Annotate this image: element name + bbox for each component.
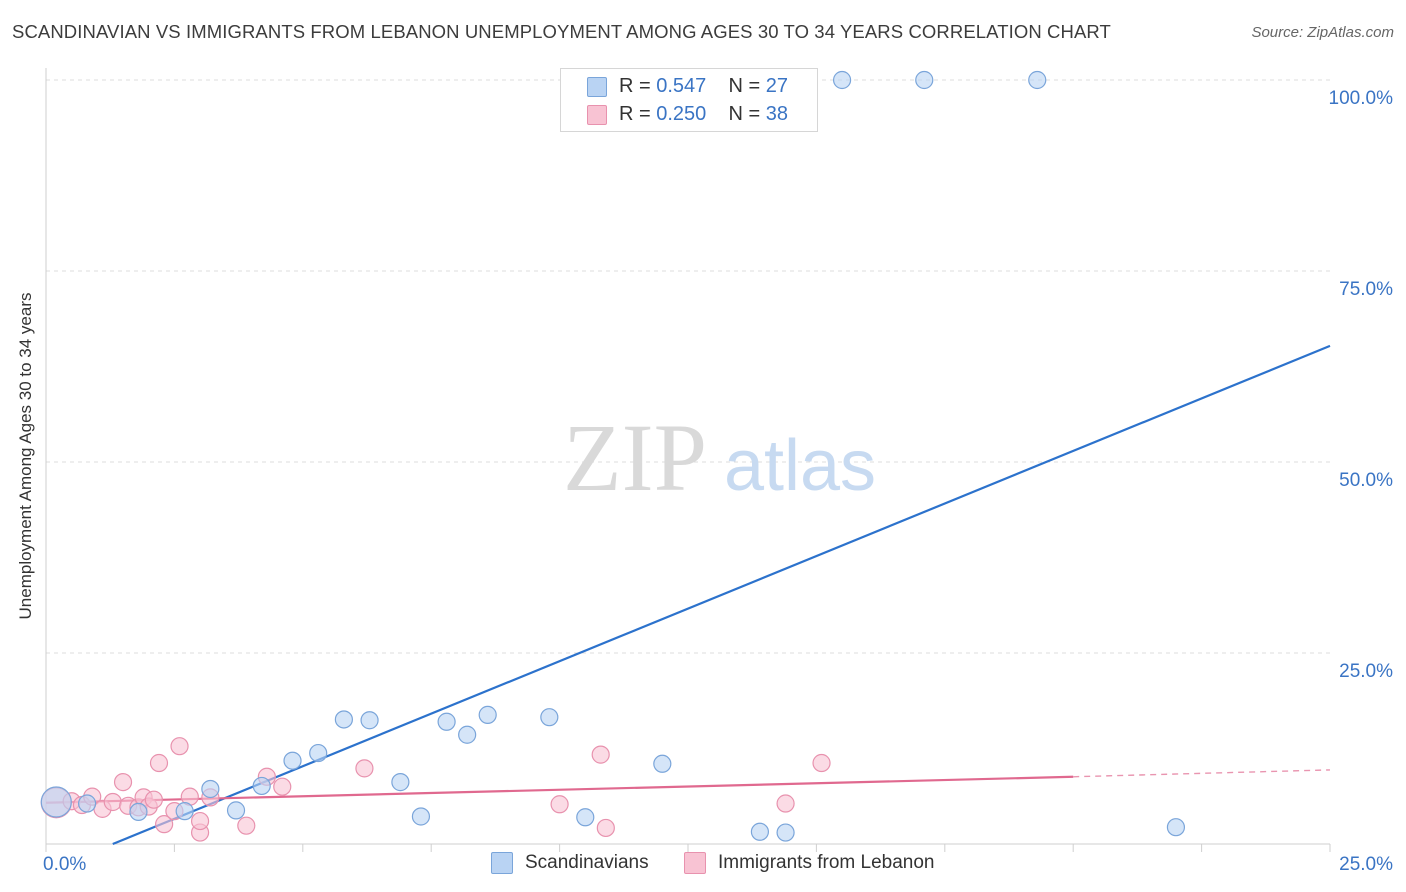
data-point-lebanon	[596, 818, 615, 838]
legend-swatch-pink	[684, 852, 706, 874]
n-label: N =	[728, 102, 766, 125]
series-scandinavians	[40, 70, 1186, 842]
data-point-lebanon	[812, 753, 831, 773]
tick-labels: 25.0% 50.0% 75.0% 100.0% 0.0% 25.0%	[43, 88, 1393, 875]
data-point-scandinavians	[1028, 70, 1047, 90]
data-point-lebanon	[550, 795, 569, 814]
data-point-scandinavians	[283, 751, 302, 770]
x-tick-label: 25.0%	[1339, 854, 1393, 875]
data-point-scandinavians	[175, 802, 194, 821]
data-point-lebanon	[355, 759, 374, 778]
data-point-lebanon	[591, 745, 610, 764]
legend-item-lebanon[interactable]: Immigrants from Lebanon	[684, 852, 935, 874]
data-point-lebanon	[776, 794, 795, 813]
series-legend: Scandinavians Immigrants from Lebanon	[0, 852, 1406, 878]
axes	[45, 68, 1331, 852]
data-point-scandinavians	[129, 802, 148, 822]
data-point-scandinavians	[832, 70, 852, 90]
data-point-scandinavians	[653, 754, 672, 773]
n-value-lebanon: 38	[765, 102, 789, 125]
data-point-lebanon	[170, 737, 189, 756]
data-point-lebanon	[155, 815, 174, 834]
trend-line-lebanon-extension	[1073, 769, 1331, 778]
legend-label-lebanon: Immigrants from Lebanon	[718, 852, 935, 873]
data-point-scandinavians	[540, 708, 559, 727]
watermark-atlas: atlas	[724, 426, 876, 506]
series-immigrants-from-lebanon	[40, 737, 831, 842]
r-label: R =	[619, 102, 657, 125]
data-point-scandinavians	[252, 776, 271, 796]
legend-swatch-pink	[587, 105, 607, 125]
data-point-scandinavians	[458, 725, 477, 744]
x-tick-label: 0.0%	[43, 854, 86, 875]
data-point-lebanon	[190, 811, 210, 831]
y-tick-label: 50.0%	[1339, 470, 1393, 491]
watermark-zip: ZIP	[563, 404, 707, 511]
data-point-scandinavians	[576, 808, 595, 827]
data-point-scandinavians	[40, 786, 72, 818]
data-point-lebanon	[149, 753, 169, 773]
data-point-scandinavians	[1166, 818, 1186, 837]
data-point-scandinavians	[77, 794, 97, 813]
data-point-scandinavians	[915, 70, 934, 90]
data-point-lebanon	[103, 792, 122, 812]
data-point-scandinavians	[478, 705, 497, 724]
data-point-scandinavians	[309, 743, 328, 763]
data-point-lebanon	[113, 773, 133, 792]
r-label: R =	[619, 74, 657, 97]
r-value-scandinavians: 0.547	[656, 74, 707, 97]
grid-lines	[46, 79, 1334, 654]
data-point-scandinavians	[201, 779, 220, 799]
data-point-scandinavians	[776, 823, 795, 842]
r-value-lebanon: 0.250	[656, 102, 707, 125]
y-tick-label: 100.0%	[1329, 88, 1394, 109]
n-label: N =	[728, 74, 766, 97]
y-tick-label: 25.0%	[1339, 661, 1393, 682]
data-point-scandinavians	[226, 801, 246, 820]
watermark: ZIP atlas	[563, 404, 876, 511]
n-value-scandinavians: 27	[765, 74, 789, 97]
source-credit: Source: ZipAtlas.com	[1251, 24, 1394, 41]
data-point-scandinavians	[334, 710, 353, 729]
data-point-lebanon	[237, 816, 256, 835]
data-point-scandinavians	[391, 773, 410, 792]
data-point-scandinavians	[360, 711, 379, 730]
legend-swatch-blue	[491, 852, 513, 874]
data-point-lebanon	[273, 777, 292, 796]
chart-title: SCANDINAVIAN VS IMMIGRANTS FROM LEBANON …	[12, 21, 1111, 42]
data-point-lebanon	[144, 790, 163, 809]
legend-swatch-blue	[587, 77, 607, 97]
legend-item-scandinavians[interactable]: Scandinavians	[491, 852, 649, 874]
data-point-scandinavians	[437, 712, 456, 731]
y-tick-label: 75.0%	[1339, 279, 1393, 300]
data-point-scandinavians	[750, 822, 770, 841]
correlation-legend: R = 0.547 N = 27 R = 0.250 N = 38	[560, 68, 818, 132]
data-point-scandinavians	[411, 807, 431, 826]
legend-label-scandinavians: Scandinavians	[525, 852, 649, 873]
